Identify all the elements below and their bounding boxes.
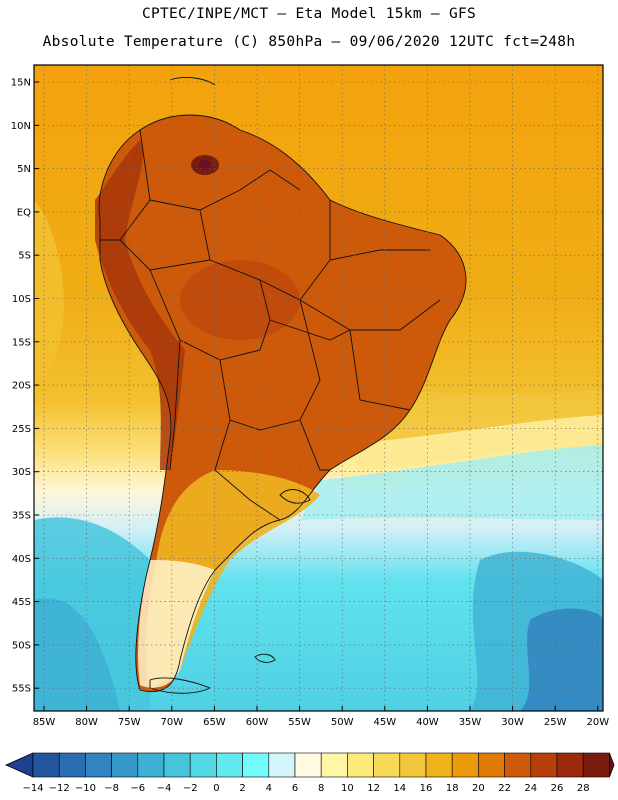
colorbar-swatch	[85, 752, 112, 778]
lat-label: 10S	[12, 294, 31, 305]
colorbar-swatch	[111, 752, 139, 778]
caribbean-coast	[169, 77, 216, 86]
colorbar-label: 6	[292, 783, 298, 794]
pacific-cool-tongue	[34, 200, 64, 380]
lat-label: EQ	[17, 207, 31, 218]
lat-label: 55S	[12, 684, 31, 695]
lon-label: 65W	[203, 717, 226, 728]
lat-label: 45S	[12, 597, 31, 608]
lon-label: 85W	[33, 717, 56, 728]
patagonia-mild	[138, 560, 215, 688]
lon-label: 30W	[501, 717, 524, 728]
graticule	[34, 65, 603, 711]
colorbar-swatch	[320, 752, 348, 778]
country-borders	[98, 114, 467, 693]
colorbar-label: 12	[367, 783, 380, 794]
colorbar-swatch	[504, 752, 532, 778]
colder-pacific-patch	[34, 598, 120, 711]
colorbar-label: −14	[22, 783, 43, 794]
colorbar-label: 18	[446, 783, 459, 794]
temperature-colorbar: −14 −12 −10 −8 −6 −4 −2 0 2 4 6 8 10 12 14 16 18 20 22 24 26…	[5, 752, 615, 794]
colorbar-label: −12	[49, 783, 70, 794]
colorbar-label: 8	[318, 783, 324, 794]
colorbar-swatch	[189, 752, 217, 778]
lon-label: 25W	[544, 717, 567, 728]
lat-label: 40S	[12, 554, 31, 565]
colorbar-label: 2	[239, 783, 245, 794]
colorbar-swatch	[347, 752, 374, 778]
colorbar-swatch	[137, 752, 165, 778]
lon-label: 70W	[160, 717, 183, 728]
lon-label: 40W	[416, 717, 439, 728]
colorbar-label: 16	[420, 783, 433, 794]
lon-label: 35W	[459, 717, 482, 728]
colorbar-swatch	[582, 752, 610, 778]
temperature-field	[34, 65, 603, 711]
colorbar-swatch	[556, 752, 584, 778]
lat-label: 5N	[17, 164, 31, 175]
colorbar-swatch	[425, 752, 453, 778]
lat-label: 15S	[12, 337, 31, 348]
hotspot-core	[199, 160, 211, 170]
lat-label: 10N	[11, 121, 31, 132]
lon-label: 75W	[118, 717, 141, 728]
colorbar-swatch	[451, 752, 479, 778]
colorbar-swatch	[530, 752, 558, 778]
colorbar-label: −4	[157, 783, 172, 794]
lat-label: 15N	[11, 78, 31, 89]
colorbar-label: 24	[524, 783, 537, 794]
falkland-islands	[254, 653, 276, 663]
lat-label: 20S	[12, 381, 31, 392]
colorbar-swatch	[294, 752, 322, 778]
colorbar-swatch	[373, 752, 401, 778]
colorbar-label: 28	[577, 783, 590, 794]
colorbar-label: 26	[551, 783, 564, 794]
colorbar-label: 20	[472, 783, 485, 794]
lat-label: 5S	[18, 251, 31, 262]
chart-title-line1: CPTEC/INPE/MCT – Eta Model 15km – GFS	[141, 6, 477, 22]
colorbar-swatch	[163, 752, 191, 778]
colorbar-swatch	[399, 752, 427, 778]
colorbar-swatch	[478, 752, 505, 778]
colorbar-arrow-left	[5, 752, 34, 778]
lon-label: 45W	[373, 717, 396, 728]
lon-label: 80W	[75, 717, 98, 728]
map-frame	[33, 64, 604, 712]
lat-label: 25S	[12, 424, 31, 435]
lon-label: 20W	[586, 717, 609, 728]
colorbar-arrow-right	[609, 752, 615, 778]
colorbar-label: 0	[213, 783, 219, 794]
colorbar-swatch	[216, 752, 243, 778]
colorbar-swatch	[268, 752, 296, 778]
colorbar-label: 22	[498, 783, 511, 794]
colorbar-label: −10	[75, 783, 96, 794]
lat-label: 50S	[12, 640, 31, 651]
colorbar-swatch	[58, 752, 86, 778]
coldest-atlantic-patch	[520, 608, 603, 711]
longitude-axis: 85W 80W 75W 70W 65W 60W 55W 50W 45W 40W 35W 30W 25W 2…	[33, 706, 609, 728]
colorbar-label: 14	[393, 783, 406, 794]
lat-label: 35S	[12, 511, 31, 522]
colorbar-label: 10	[341, 783, 354, 794]
chart-title-line2: Absolute Temperature (C) 850hPa – 09/06/…	[42, 34, 576, 50]
colorbar-label: −2	[183, 783, 198, 794]
colorbar-label: −6	[130, 783, 145, 794]
colorbar-swatch	[242, 752, 270, 778]
lon-label: 50W	[331, 717, 354, 728]
lon-label: 60W	[246, 717, 269, 728]
colorbar-label: 4	[266, 783, 272, 794]
lon-label: 55W	[288, 717, 311, 728]
colorbar-swatch	[32, 752, 60, 778]
latitude-axis: 15N 10N 5N EQ 5S 10S 15S 20S 25S 30S 35S 40S 45S 50S 5…	[11, 78, 39, 695]
cool-ocean-band	[300, 445, 603, 520]
lat-label: 30S	[12, 467, 31, 478]
colorbar-label: −8	[104, 783, 119, 794]
